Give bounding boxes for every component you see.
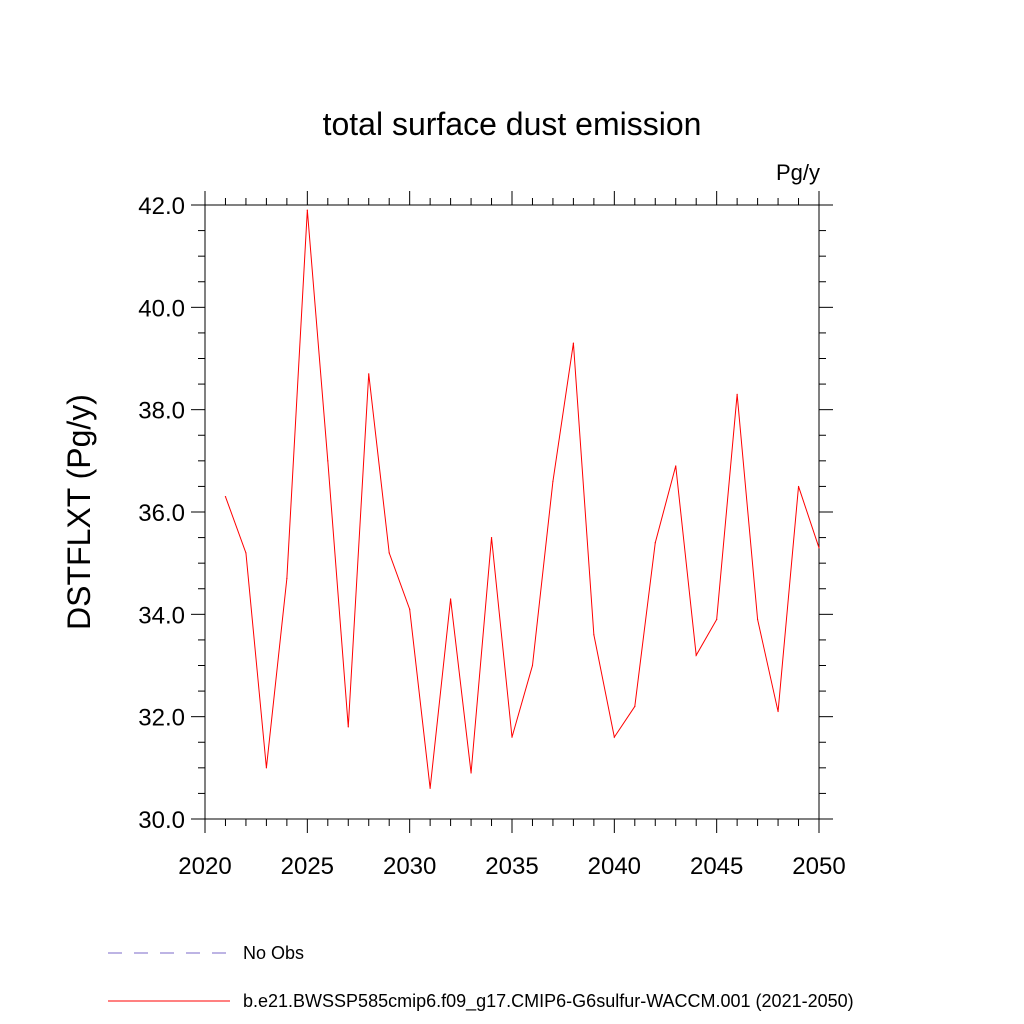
data-point: [634, 705, 636, 708]
x-tick-label: 2020: [178, 853, 231, 880]
data-point: [347, 726, 349, 728]
x-tick-label: 2050: [792, 853, 845, 880]
data-point: [306, 209, 308, 211]
data-point: [450, 598, 452, 600]
data-point: [490, 536, 493, 539]
data-point: [511, 736, 513, 738]
data-point: [593, 634, 595, 636]
data-point: [654, 542, 656, 544]
y-tick-label: 40.0: [138, 295, 185, 322]
data-point: [675, 465, 677, 467]
y-tick-label: 36.0: [138, 500, 185, 527]
y-tick-label: 32.0: [138, 705, 185, 732]
y-axis-label: DSTFLXT (Pg/y): [61, 394, 97, 630]
legend-label: b.e21.BWSSP585cmip6.f09_g17.CMIP6-G6sulf…: [243, 991, 854, 1012]
data-point: [470, 772, 472, 774]
data-point: [409, 608, 411, 610]
x-tick-label: 2040: [588, 853, 641, 880]
legend-label: No Obs: [243, 943, 304, 963]
data-point: [818, 547, 820, 549]
legend: No Obs b.e21.BWSSP585cmip6.f09_g17.CMIP6-…: [108, 943, 854, 1012]
x-tick-label: 2030: [383, 853, 436, 880]
data-point: [429, 787, 431, 789]
y-tick-label: 30.0: [138, 807, 185, 834]
data-point: [695, 654, 697, 656]
data-point: [777, 710, 779, 713]
data-point: [797, 485, 800, 488]
y-tick-label: 34.0: [138, 602, 185, 629]
x-tick-label: 2045: [690, 853, 743, 880]
chart-title: total surface dust emission: [323, 106, 702, 142]
data-point: [245, 552, 247, 554]
data-point: [224, 496, 227, 498]
axis-ticks: [191, 191, 833, 833]
data-point: [388, 552, 390, 554]
series-line: [225, 210, 820, 789]
series-layer: [224, 209, 820, 789]
data-point: [327, 460, 329, 462]
y-tick-label: 38.0: [138, 398, 185, 425]
data-point: [368, 373, 370, 375]
data-point: [265, 767, 267, 769]
tick-labels: 30.0 32.0 34.0 36.0 38.0 40.0 42.0 2020 2025 2030…: [138, 193, 845, 880]
data-point: [552, 480, 554, 482]
x-tick-label: 2025: [281, 853, 334, 880]
data-point: [613, 736, 615, 738]
data-point: [716, 618, 718, 621]
data-point: [572, 342, 575, 344]
x-tick-label: 2035: [485, 853, 538, 880]
data-point: [757, 618, 759, 621]
data-point: [531, 664, 534, 667]
units-label: Pg/y: [776, 160, 820, 185]
y-tick-label: 42.0: [138, 193, 185, 220]
data-point: [286, 577, 288, 580]
data-point: [736, 393, 738, 395]
